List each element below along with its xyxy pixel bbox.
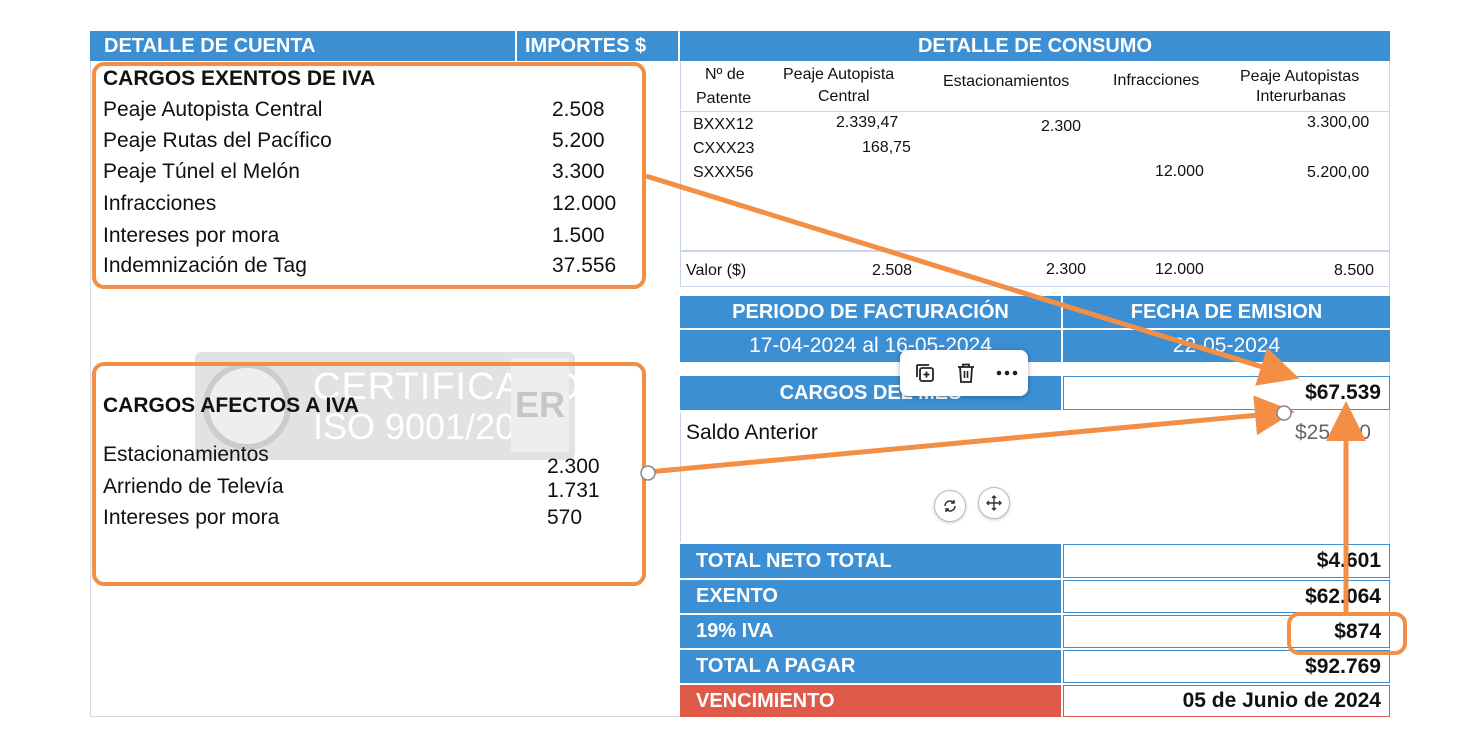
summary-value-cell-2: $874 xyxy=(1063,615,1390,648)
afecto-value-2: 570 xyxy=(547,506,583,529)
exento-value-4: 1.500 xyxy=(552,224,605,247)
consumo-table-frame xyxy=(680,61,1390,287)
er-logo-text: ER xyxy=(514,384,565,425)
iso-watermark: CERTIFICADO ISO 9001/2015 ER xyxy=(195,352,580,460)
exento-value-5: 37.556 xyxy=(552,254,617,277)
row0-estac: 2.300 xyxy=(1041,118,1082,135)
exentos-highlight-box[interactable] xyxy=(92,62,646,289)
exento-value-1: 5.200 xyxy=(552,129,605,152)
row2-patente: SXXX56 xyxy=(693,164,754,181)
exentos-title: CARGOS EXENTOS DE IVA xyxy=(103,67,376,90)
summary-value-cell-1: $62.064 xyxy=(1063,580,1390,613)
summary-value-0: $4.601 xyxy=(1316,549,1381,572)
left-header: DETALLE DE CUENTA IMPORTES $ xyxy=(90,31,678,61)
col-estac: Estacionamientos xyxy=(943,73,1070,90)
exento-label-4: Intereses por mora xyxy=(103,224,280,247)
saldo-label: Saldo Anterior xyxy=(686,421,818,444)
exento-value-2: 3.300 xyxy=(552,160,605,183)
summary-value-cell-3: $92.769 xyxy=(1063,650,1390,683)
periodo-label: PERIODO DE FACTURACIÓN xyxy=(732,300,1009,323)
consumo-bottom-rule xyxy=(680,286,1390,287)
importes-title: IMPORTES $ xyxy=(525,34,647,57)
row0-inter: 3.300,00 xyxy=(1307,114,1370,131)
shape-toolbar xyxy=(900,350,1028,396)
summary-label-2: 19% IVA xyxy=(696,620,774,642)
rotate-icon[interactable] xyxy=(934,490,966,522)
summary-label-0: TOTAL NETO TOTAL xyxy=(696,549,892,572)
consumo-title: DETALLE DE CONSUMO xyxy=(917,34,1153,57)
summary-label-cell-3: TOTAL A PAGAR xyxy=(680,650,1061,683)
col-inter-l1: Peaje Autopistas xyxy=(1240,68,1360,85)
totals-infr: 12.000 xyxy=(1155,261,1204,278)
afecto-value-0: 2.300 xyxy=(547,455,600,478)
summary-label-cell-0: TOTAL NETO TOTAL xyxy=(680,544,1061,578)
row1-patente: CXXX23 xyxy=(693,140,755,157)
emision-value: 22-05-2024 xyxy=(1172,334,1281,357)
summary-value-1: $62.064 xyxy=(1305,584,1381,608)
col-patente-l1: Nº de xyxy=(705,66,745,83)
summary-label-3: TOTAL A PAGAR xyxy=(696,655,856,677)
vencimiento-label-cell: VENCIMIENTO xyxy=(680,685,1061,717)
summary-value-cell-0: $4.601 xyxy=(1063,544,1390,578)
periodo-label-cell: PERIODO DE FACTURACIÓN xyxy=(680,296,1061,328)
row0-patente: BXXX12 xyxy=(693,116,754,133)
arrow-start-handle[interactable] xyxy=(640,465,656,481)
col-central-l1: Peaje Autopista xyxy=(783,66,895,83)
detalle-cuenta-title: DETALLE DE CUENTA xyxy=(104,34,316,57)
saldo-frame xyxy=(680,412,1390,542)
exento-value-0: 2.508 xyxy=(552,98,605,121)
seal-icon xyxy=(203,362,291,450)
exento-value-3: 12.000 xyxy=(552,192,617,215)
exento-label-5: Indemnización de Tag xyxy=(103,254,307,277)
exento-label-1: Peaje Rutas del Pacífico xyxy=(103,129,332,152)
afecto-value-1: 1.731 xyxy=(547,479,600,502)
col-inter-l2: Interurbanas xyxy=(1256,88,1346,105)
consumo-totals-rule xyxy=(680,250,1390,252)
afecto-label-2: Intereses por mora xyxy=(103,506,280,529)
iva-highlight-box[interactable] xyxy=(1287,612,1407,655)
arrow-afectos-to-cargos xyxy=(647,395,1295,475)
summary-label-cell-2: 19% IVA xyxy=(680,615,1061,648)
col-central-l2: Central xyxy=(818,88,870,105)
exento-label-0: Peaje Autopista Central xyxy=(103,98,323,121)
emision-label: FECHA DE EMISION xyxy=(1130,300,1323,323)
move-icon[interactable] xyxy=(978,487,1010,519)
summary-label-cell-1: EXENTO xyxy=(680,580,1061,613)
summary-label-1: EXENTO xyxy=(696,585,778,607)
consumo-header: DETALLE DE CONSUMO xyxy=(680,31,1390,61)
col-infr: Infracciones xyxy=(1113,72,1200,89)
er-logo: ER xyxy=(511,358,569,452)
col-patente-l2: Patente xyxy=(696,90,752,107)
vencimiento-value-cell: 05 de Junio de 2024 xyxy=(1063,685,1390,717)
row2-inter: 5.200,00 xyxy=(1307,164,1370,181)
totals-estac: 2.300 xyxy=(1046,261,1087,278)
summary-value-3: $92.769 xyxy=(1305,654,1381,678)
afecto-label-1: Arriendo de Televía xyxy=(103,475,284,498)
trash-icon[interactable] xyxy=(956,361,976,385)
afectos-title: CARGOS AFECTOS A IVA xyxy=(103,394,359,417)
summary-value-2: $874 xyxy=(1334,619,1381,643)
arrow-end-handle[interactable] xyxy=(1276,405,1292,421)
consumo-header-rule xyxy=(680,111,1390,112)
afecto-label-0: Estacionamientos xyxy=(103,443,269,466)
left-header-divider xyxy=(515,31,517,61)
arrow-exentos-to-cargos xyxy=(645,173,1300,386)
more-icon[interactable] xyxy=(996,361,1018,385)
row0-central: 2.339,47 xyxy=(836,114,899,131)
totals-label: Valor ($) xyxy=(686,262,747,279)
vencimiento-label: VENCIMIENTO xyxy=(696,689,835,712)
duplicate-icon[interactable] xyxy=(914,361,936,385)
exento-label-2: Peaje Túnel el Melón xyxy=(103,160,300,183)
totals-inter: 8.500 xyxy=(1334,262,1375,279)
vencimiento-value: 05 de Junio de 2024 xyxy=(1182,689,1381,712)
totals-central: 2.508 xyxy=(872,262,913,279)
cargos-mes-value: $67.539 xyxy=(1305,381,1381,404)
exento-label-3: Infracciones xyxy=(103,192,217,215)
row2-infr: 12.000 xyxy=(1155,163,1204,180)
row1-central: 168,75 xyxy=(862,139,911,156)
